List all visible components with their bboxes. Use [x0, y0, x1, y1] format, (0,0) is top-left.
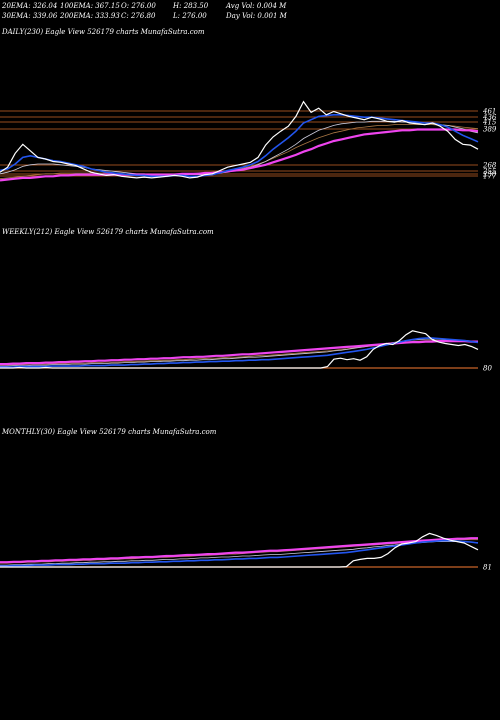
- day-vol-label: Day Vol: 0.001 M: [226, 12, 287, 20]
- series-ema-long: [0, 128, 479, 182]
- ema100-label: 100EMA: 367.15: [60, 2, 120, 10]
- series-ema-long: [0, 537, 478, 564]
- price-level-label: 255: [482, 168, 497, 176]
- series-price: [0, 330, 479, 369]
- series-ema-fast: [0, 114, 479, 178]
- price-level-label: 80: [483, 365, 492, 373]
- weekly-chart-title: WEEKLY(212) Eagle View 526179 charts Mun…: [2, 228, 214, 236]
- ema30-label: 30EMA: 339.06: [2, 12, 58, 20]
- price-level-label: 389: [483, 126, 497, 134]
- panel-1: 80: [0, 330, 492, 373]
- monthly-chart-title: MONTHLY(30) Eagle View 526179 charts Mun…: [2, 428, 217, 436]
- series-ema-fast: [0, 337, 479, 368]
- series-price: [0, 100, 479, 179]
- price-level-label: 177: [483, 173, 497, 181]
- price-level-label: 415: [482, 119, 497, 127]
- avg-vol-label: Avg Vol: 0.004 M: [226, 2, 287, 10]
- open-label: O: 276.00: [121, 2, 156, 10]
- price-level-label: 81: [483, 564, 492, 572]
- price-level-label: 268: [482, 162, 497, 170]
- close-label: C: 276.80: [121, 12, 156, 20]
- panel-2: 81: [0, 532, 492, 572]
- series-ema-mid: [0, 541, 479, 566]
- price-level-label: 461: [482, 108, 496, 116]
- high-label: H: 283.50: [173, 2, 209, 10]
- ema20-label: 20EMA: 326.04: [2, 2, 58, 10]
- daily-chart-title: DAILY(230) Eagle View 526179 charts Muna…: [2, 28, 205, 36]
- price-level-label: 436: [482, 114, 497, 122]
- price-level-label: 250: [482, 171, 497, 179]
- series-ema-slow: [0, 124, 479, 180]
- low-label: L: 276.00: [173, 12, 207, 20]
- series-price: [0, 532, 479, 568]
- ema200-label: 200EMA: 333.93: [60, 12, 120, 20]
